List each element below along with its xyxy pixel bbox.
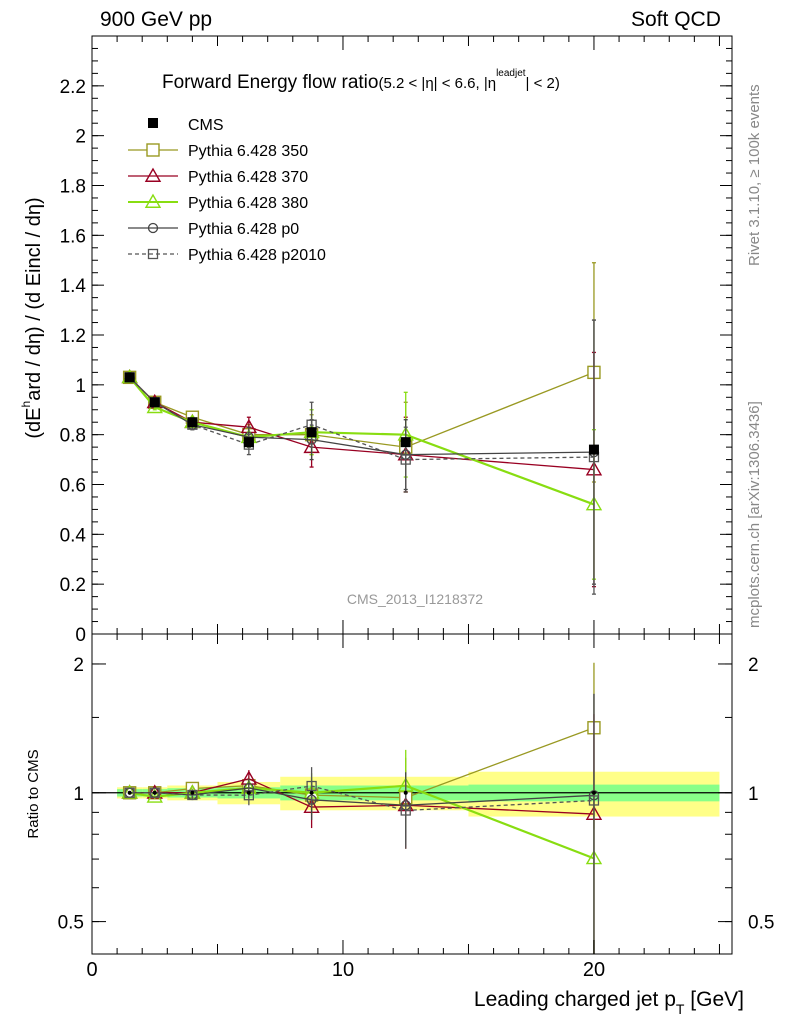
header-energy-label: 900 GeV pp [100, 8, 213, 31]
axes-group: 0 0.2 0.4 0.6 0.8 1 1.2 1.4 1.6 1.8 2 2.2 0 10 20 0.5 0.… [58, 35, 774, 981]
ratio-plot-frame [91, 633, 733, 955]
main-y-tick-label-6: 1.2 [60, 326, 86, 347]
legend-label-pythia-6-428-p2010: Pythia 6.428 p2010 [188, 247, 326, 264]
legend-label-pythia-6-428-p0: Pythia 6.428 p0 [188, 221, 299, 238]
legend-marker-pythia-6-428-370 [144, 167, 162, 182]
ratio-point-cms-3 [246, 790, 251, 795]
legend-item-cms: CMS [148, 117, 224, 134]
ratio-y-tick-label-right-0: 0.5 [748, 913, 774, 934]
ratio-point-pythia-6-428-p2010-4 [306, 780, 317, 792]
chart-title: Forward Energy flow ratio(5.2 < |η| < 6.… [162, 68, 560, 93]
main-y-tick-label-1: 0.2 [60, 575, 86, 596]
legend-item-pythia-6-428-p0: Pythia 6.428 p0 [128, 221, 299, 238]
ratio-point-pythia-6-428-p2010-5 [400, 805, 411, 816]
main-y-tick-label-2: 0.4 [60, 525, 87, 546]
legend-item-pythia-6-428-350: Pythia 6.428 350 [128, 143, 308, 160]
legend: CMS Pythia 6.428 350 Pythia 6.428 370 Pythi… [128, 117, 326, 264]
main-y-tick-label-10: 2 [75, 127, 86, 148]
series-pythia-6-428-p2010 [124, 319, 600, 595]
main-y-tick-label-8: 1.6 [60, 226, 86, 247]
ratio-series-cms [127, 790, 596, 795]
ratio-point-pythia-6-428-380-0 [121, 784, 138, 799]
series-cms [124, 372, 599, 455]
legend-item-pythia-6-428-380: Pythia 6.428 380 [128, 193, 308, 212]
ratio-series-pythia-6-428-350 [122, 662, 601, 849]
point-cms-6 [588, 444, 599, 455]
legend-item-pythia-6-428-p2010: Pythia 6.428 p2010 [128, 247, 326, 264]
point-cms-3 [243, 437, 254, 448]
legend-label-pythia-6-428-380: Pythia 6.428 380 [188, 195, 308, 212]
main-y-tick-label-3: 0.6 [60, 476, 86, 497]
point-cms-0 [124, 372, 135, 383]
main-y-tick-label-0: 0 [75, 625, 86, 646]
main-y-tick-label-7: 1.4 [60, 276, 87, 297]
main-y-tick-label-4: 0.8 [60, 426, 86, 447]
legend-marker-pythia-6-428-p0 [147, 222, 159, 234]
ratio-y-tick-label-right-1: 1 [748, 784, 759, 805]
ratio-point-cms-4 [309, 790, 314, 795]
ratio-point-cms-2 [190, 790, 195, 795]
ratio-y-tick-label-0: 0.5 [58, 913, 84, 934]
point-cms-5 [400, 437, 411, 448]
point-cms-1 [149, 397, 160, 408]
ratio-point-pythia-6-428-p2010-1 [149, 787, 160, 798]
series-pythia-6-428-370 [121, 351, 603, 588]
x-axis-label: Leading charged jet pT [GeV] [474, 988, 744, 1017]
series-pythia-6-428-380 [121, 368, 603, 580]
series-line-pythia-6-428-p0 [129, 376, 594, 456]
ratio-y-tick-label-2: 2 [73, 655, 84, 676]
main-y-axis-label: (dEhard / dη) / (d Eincl / dη) [19, 197, 45, 438]
x-tick-label-0: 0 [86, 959, 97, 981]
legend-label-pythia-6-428-370: Pythia 6.428 370 [188, 169, 308, 186]
ratio-point-cms-1 [152, 790, 157, 795]
series-pythia-6-428-p0 [124, 319, 600, 585]
ratio-y-tick-label-1: 1 [73, 784, 84, 805]
ratio-uncertainty-bands [117, 771, 720, 817]
point-pythia-6-428-p2010-5 [400, 454, 411, 465]
main-y-tick-label-11: 2.2 [60, 77, 86, 98]
ratio-point-pythia-6-428-p2010-6 [588, 795, 600, 806]
main-y-tick-label-9: 1.8 [60, 177, 86, 198]
point-cms-2 [187, 417, 198, 428]
ratio-series-pythia-6-428-p2010 [124, 693, 600, 954]
header-process-label: Soft QCD [631, 8, 721, 31]
x-tick-label-2: 20 [583, 959, 605, 981]
point-cms-4 [306, 427, 317, 438]
legend-label-pythia-6-428-350: Pythia 6.428 350 [188, 143, 308, 160]
ratio-point-pythia-6-428-p2010-0 [124, 787, 135, 798]
ratio-point-cms-6 [591, 790, 596, 795]
legend-label-cms: CMS [188, 117, 224, 134]
ratio-series-pythia-6-428-370 [121, 714, 603, 954]
x-tick-label-1: 10 [332, 959, 354, 981]
series-line-pythia-6-428-350 [129, 371, 595, 448]
ratio-y-tick-label-right-2: 2 [748, 655, 759, 676]
legend-marker-pythia-6-428-350 [146, 143, 160, 157]
legend-item-pythia-6-428-370: Pythia 6.428 370 [128, 167, 308, 186]
legend-marker-pythia-6-428-p2010 [147, 248, 159, 260]
main-y-tick-label-5: 1 [75, 376, 86, 397]
legend-marker-pythia-6-428-380 [144, 193, 162, 208]
ratio-point-cms-5 [403, 790, 408, 795]
ratio-point-cms-0 [127, 790, 132, 795]
legend-marker-cms [148, 118, 158, 128]
ratio-y-axis-label: Ratio to CMS [25, 749, 42, 838]
ratio-point-pythia-6-428-p2010-2 [187, 789, 198, 801]
ratio-point-pythia-6-428-p2010-3 [243, 790, 255, 801]
ratio-plot-data [92, 662, 732, 954]
analysis-id-label: CMS_2013_I1218372 [347, 591, 483, 607]
main-plot-data [121, 262, 603, 595]
